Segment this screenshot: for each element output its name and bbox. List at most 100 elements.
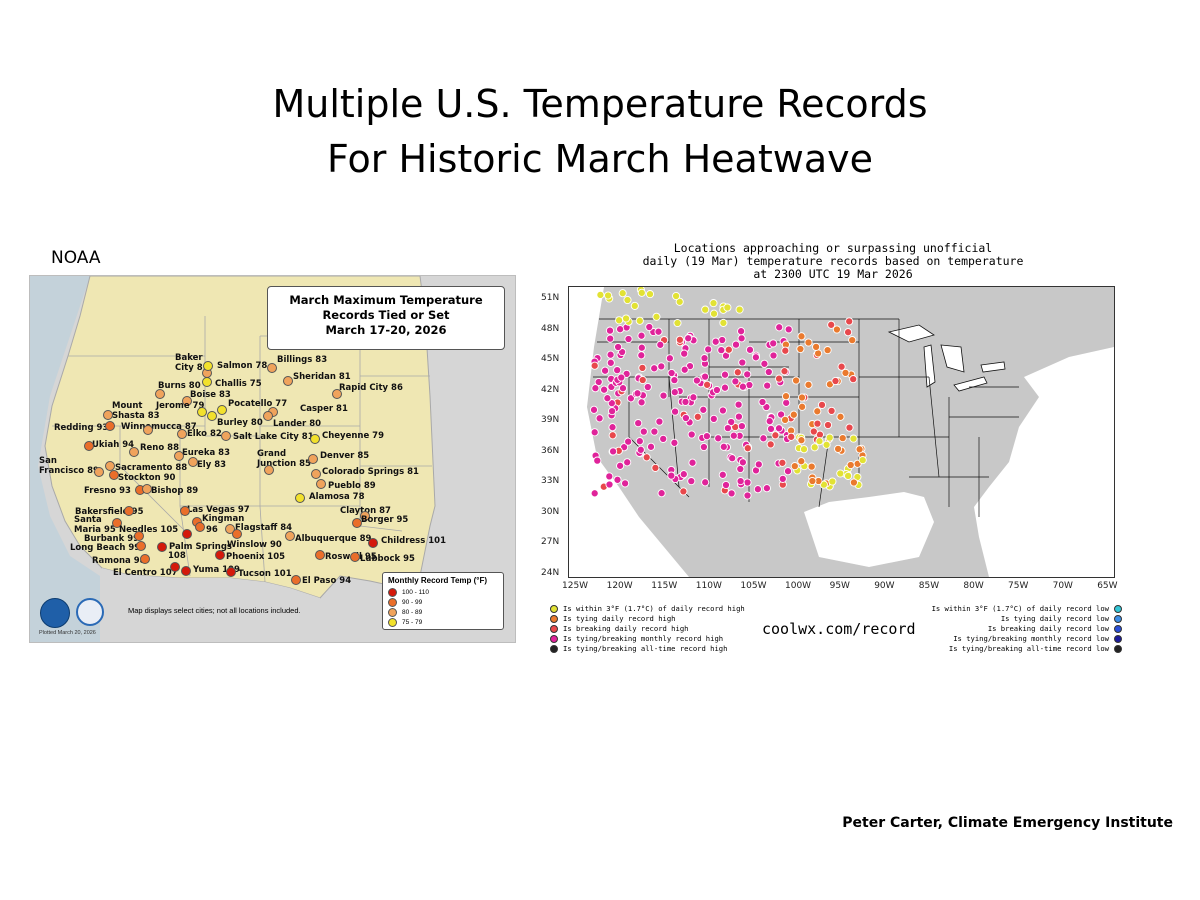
lon-label: 70W [1052,581,1073,591]
city-record-dot [180,506,190,516]
near-record-high-marker [836,469,845,478]
city-label: Boise 83 [190,390,231,400]
daily-record-high-marker [848,336,857,345]
city-record-dot [143,425,153,435]
city-label: Roswell 95 [325,552,377,562]
monthly-record-high-marker [646,442,656,451]
monthly-record-high-marker [593,456,602,465]
city-label: Santa Maria 95 [74,515,116,535]
monthly-record-high-marker [613,366,622,375]
monthly-record-high-marker [728,454,737,463]
legend-row: 80 - 89 [388,607,498,617]
monthly-record-high-marker [638,363,647,372]
credit: Peter Carter, Climate Emergency Institut… [842,815,1173,831]
monthly-record-high-marker [680,349,689,358]
legend-title: Monthly Record Temp (°F) [388,576,488,585]
city-label: Sheridan 81 [293,372,351,382]
monthly-record-high-marker [738,358,747,367]
monthly-record-high-marker [736,477,745,486]
city-label: San Francisco 89 [39,456,99,476]
monthly-record-high-marker [729,431,738,440]
near-record-high-marker [709,299,718,308]
monthly-record-high-marker [681,397,690,406]
daily-record-high-marker [827,320,836,329]
monthly-record-high-marker [743,478,752,487]
lat-label: 33N [541,476,560,486]
monthly-record-high-marker [778,458,787,467]
legend-label: 80 - 89 [402,608,423,616]
coolwx-map-panel [568,286,1115,578]
near-record-high-marker [622,314,631,323]
monthly-record-high-marker [617,373,626,382]
legend-label: Is tying/breaking all-time record high [563,644,728,653]
city-record-dot [188,457,198,467]
near-record-high-marker [623,295,632,305]
near-record-high-marker [810,443,819,452]
city-record-dot [181,566,191,576]
city-label: Palm Springs [169,542,232,552]
lake-erie [953,376,988,392]
map-note: Map displays select cities; not all loca… [128,606,301,615]
lon-label: 115W [651,581,678,591]
near-record-high-marker [828,477,837,486]
legend-swatch [550,635,558,643]
near-record-high-marker [797,436,806,445]
city-record-dot [291,575,301,585]
monthly-record-high-marker [784,325,793,334]
near-record-high-marker [790,462,799,471]
legend-swatch-90-99 [388,597,397,607]
monthly-record-high-marker [659,391,668,400]
daily-record-high-marker [797,332,806,341]
monthly-record-high-marker [603,394,612,403]
city-record-dot [352,518,362,528]
lon-label: 110W [695,581,722,591]
near-record-high-marker [723,303,732,312]
monthly-record-high-marker [734,400,743,409]
monthly-record-high-marker [777,410,786,419]
monthly-record-high-marker [745,345,755,354]
near-record-high-marker [834,444,843,453]
daily-record-high-marker [845,317,854,326]
coolwx-record-map: Locations approaching or surpassing unof… [536,238,1130,663]
monthly-record-high-marker [654,327,663,336]
monthly-record-high-marker [771,431,780,440]
daily-record-high-marker [797,393,807,402]
monthly-record-high-marker [783,467,793,476]
monthly-record-high-marker [606,358,615,367]
monthly-record-high-marker [679,487,688,496]
city-record-dot [197,407,207,417]
city-label: Burley 80 [217,418,263,428]
monthly-record-high-marker [769,339,778,348]
monthly-record-high-marker [591,384,600,393]
city-label: Rapid City 86 [339,383,403,393]
monthly-record-high-marker [723,424,732,433]
city-record-dot [142,484,152,494]
near-record-high-marker [652,312,661,321]
near-record-high-marker [838,434,847,443]
near-record-high-marker [822,440,831,449]
legend-label: Is tying daily record high [563,614,676,623]
noaa-basemap [30,276,436,642]
lat-label: 51N [541,293,560,303]
legend-label: Is tying daily record low [1000,614,1109,623]
monthly-record-high-marker [737,422,746,431]
city-label: Grand Junction 85 [257,449,311,469]
city-record-dot [182,529,192,539]
near-record-high-marker [630,301,639,310]
monthly-record-high-marker [637,343,646,352]
monthly-record-high-marker [634,419,643,428]
near-record-high-marker [735,305,744,314]
legend-swatch [550,615,558,623]
monthly-record-high-marker [763,381,772,390]
monthly-record-high-marker [616,461,625,470]
city-label: Stockton 90 [118,473,176,483]
lat-label: 36N [541,445,560,456]
monthly-record-high-marker [626,394,635,403]
monthly-record-high-marker [765,417,774,426]
city-label: Jerome 79 [156,401,205,411]
daily-record-high-marker [809,427,818,436]
city-label: Bishop 89 [151,486,199,496]
monthly-record-high-marker [601,366,610,375]
monthly-record-high-marker [712,385,721,395]
noaa-map-title-line1: March Maximum Temperature [289,293,483,307]
